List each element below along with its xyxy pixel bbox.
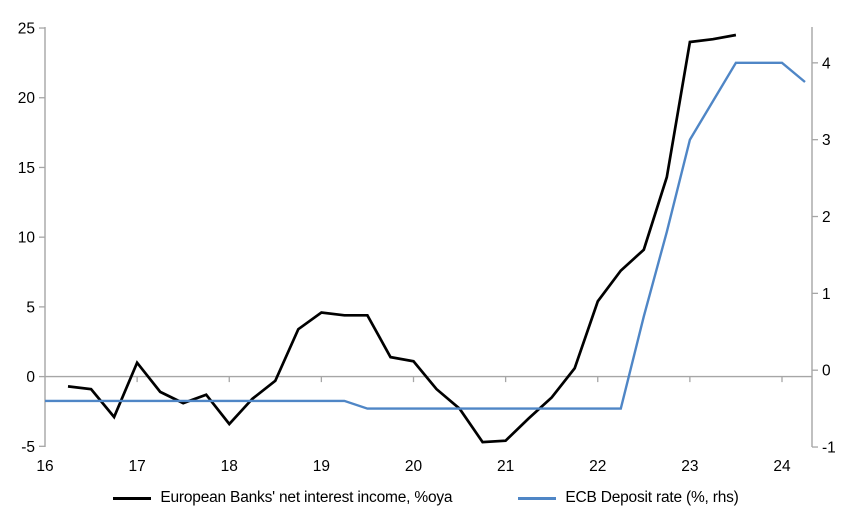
y-right-tick-label: 2	[822, 209, 831, 226]
x-axis-tick-label: 20	[405, 458, 423, 475]
legend-line-swatch-black	[113, 496, 152, 500]
y-right-tick-label: 1	[822, 286, 831, 303]
x-axis-tick-label: 21	[497, 458, 514, 475]
legend-line-swatch-blue	[518, 496, 557, 500]
y-right-tick-label: 4	[822, 55, 831, 72]
y-left-tick-label: 25	[18, 21, 35, 38]
y-right-tick-label: -1	[822, 440, 836, 457]
legend-label: ECB Deposit rate (%, rhs)	[565, 489, 739, 506]
x-axis-tick-label: 16	[36, 458, 53, 475]
legend-item-ecb-rate: ECB Deposit rate (%, rhs)	[518, 489, 739, 507]
chart-legend: European Banks' net interest income, %oy…	[0, 489, 852, 507]
legend-label: European Banks' net interest income, %oy…	[160, 489, 453, 506]
x-axis-tick-label: 17	[129, 458, 146, 475]
x-axis-tick-label: 18	[221, 458, 238, 475]
x-axis-tick-label: 23	[681, 458, 698, 475]
y-left-tick-label: 0	[26, 369, 35, 386]
y-left-tick-label: 5	[26, 299, 35, 316]
legend-item-nii: European Banks' net interest income, %oy…	[113, 489, 453, 507]
series-line-bank-net-interest-income	[67, 33, 737, 444]
y-right-tick-label: 0	[822, 363, 831, 380]
x-axis-tick-label: 22	[589, 458, 606, 475]
y-left-tick-label: 15	[18, 160, 35, 177]
y-right-tick-label: 3	[822, 132, 831, 149]
y-left-tick-label: 20	[18, 90, 36, 107]
y-left-tick-label: 10	[18, 230, 36, 247]
x-axis-tick-label: 19	[313, 458, 330, 475]
x-axis-tick-label: 24	[773, 458, 791, 475]
series-line-ecb-deposit-rate	[45, 61, 806, 410]
y-left-tick-label: -5	[21, 439, 35, 456]
